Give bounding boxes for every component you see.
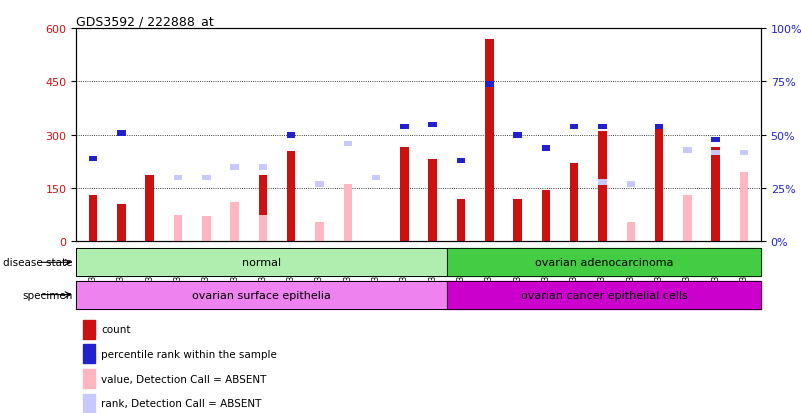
- Bar: [447, 281, 761, 309]
- Bar: [89, 157, 97, 162]
- Bar: [202, 176, 211, 181]
- Bar: [711, 150, 720, 155]
- Bar: [259, 176, 267, 242]
- Text: value, Detection Call = ABSENT: value, Detection Call = ABSENT: [102, 374, 267, 384]
- Bar: [316, 182, 324, 188]
- Bar: [117, 131, 126, 136]
- Text: percentile rank within the sample: percentile rank within the sample: [102, 349, 277, 359]
- Bar: [541, 190, 550, 242]
- Bar: [231, 165, 239, 170]
- Bar: [174, 215, 182, 242]
- Text: GDS3592 / 222888_at: GDS3592 / 222888_at: [76, 15, 214, 28]
- Bar: [655, 125, 663, 242]
- Text: normal: normal: [242, 258, 281, 268]
- Bar: [400, 125, 409, 130]
- Bar: [541, 146, 550, 151]
- Bar: [655, 125, 663, 130]
- Bar: [76, 281, 447, 309]
- Bar: [626, 182, 635, 188]
- Bar: [83, 320, 95, 339]
- Bar: [83, 344, 95, 363]
- Bar: [740, 173, 748, 242]
- Bar: [400, 148, 409, 242]
- Bar: [287, 133, 296, 138]
- Text: ovarian adenocarcinoma: ovarian adenocarcinoma: [535, 258, 674, 268]
- Bar: [740, 150, 748, 155]
- Bar: [344, 185, 352, 242]
- Bar: [429, 123, 437, 128]
- Bar: [429, 160, 437, 242]
- Bar: [83, 369, 95, 388]
- Bar: [570, 164, 578, 242]
- Bar: [485, 40, 493, 242]
- Text: disease state: disease state: [3, 258, 73, 268]
- Bar: [83, 394, 95, 413]
- Text: ovarian cancer epithelial cells: ovarian cancer epithelial cells: [521, 290, 687, 300]
- Bar: [174, 176, 182, 181]
- Bar: [626, 222, 635, 242]
- Bar: [598, 132, 606, 242]
- Bar: [457, 159, 465, 164]
- Bar: [259, 215, 267, 242]
- Bar: [202, 217, 211, 242]
- Bar: [570, 125, 578, 130]
- Bar: [598, 125, 606, 130]
- Bar: [344, 142, 352, 147]
- Bar: [513, 133, 521, 138]
- Bar: [89, 195, 97, 242]
- Bar: [513, 199, 521, 242]
- Bar: [711, 148, 720, 242]
- Bar: [485, 82, 493, 88]
- Bar: [287, 151, 296, 242]
- Text: ovarian surface epithelia: ovarian surface epithelia: [192, 290, 331, 300]
- Bar: [76, 249, 447, 277]
- Text: specimen: specimen: [22, 290, 73, 300]
- Bar: [316, 222, 324, 242]
- Bar: [598, 180, 606, 185]
- Bar: [76, 249, 447, 277]
- Bar: [76, 281, 447, 309]
- Bar: [683, 195, 691, 242]
- Bar: [447, 249, 761, 277]
- Bar: [202, 217, 211, 242]
- Bar: [683, 148, 691, 153]
- Bar: [259, 165, 267, 170]
- Bar: [117, 204, 126, 242]
- Bar: [372, 176, 380, 181]
- Bar: [457, 199, 465, 242]
- Text: rank, Detection Call = ABSENT: rank, Detection Call = ABSENT: [102, 399, 262, 408]
- Bar: [146, 176, 154, 242]
- Bar: [231, 203, 239, 242]
- Text: count: count: [102, 325, 131, 335]
- Bar: [711, 138, 720, 143]
